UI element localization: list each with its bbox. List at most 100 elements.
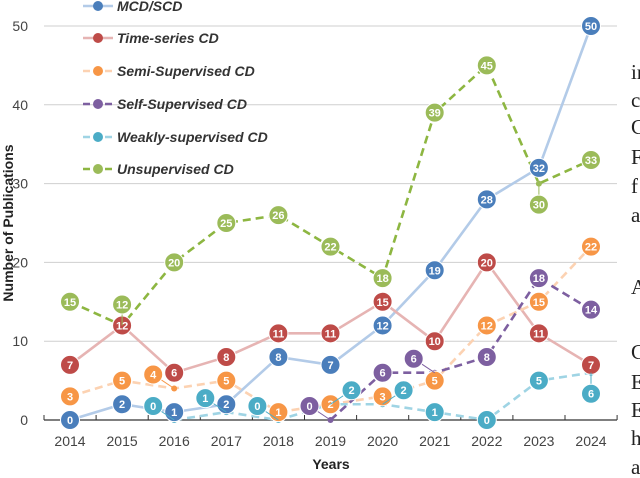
data-point: 20 <box>476 252 497 273</box>
data-point: 15 <box>60 291 80 312</box>
y-axis-title: Number of Publications <box>0 144 16 301</box>
legend-marker-4 <box>93 132 103 142</box>
data-marker <box>581 236 601 257</box>
data-marker <box>528 268 549 289</box>
data-marker <box>268 323 289 344</box>
data-label: 2 <box>348 385 354 397</box>
data-marker <box>581 299 601 320</box>
x-axis-title: Years <box>312 456 350 472</box>
data-marker <box>247 396 268 416</box>
data-point: 14 <box>581 299 601 320</box>
data-point: 8 <box>476 346 497 367</box>
data-marker <box>424 331 445 352</box>
data-marker <box>216 370 237 391</box>
data-point: 25 <box>216 213 237 233</box>
legend-label: Semi-Supervised CD <box>117 63 255 79</box>
data-label: 2 <box>119 399 125 411</box>
data-point: 6 <box>372 362 393 383</box>
data-marker <box>216 346 237 367</box>
data-marker <box>60 410 80 430</box>
side-text-fragment: A <box>631 275 640 299</box>
data-label: 12 <box>376 320 388 332</box>
data-label: 11 <box>273 328 285 340</box>
x-tick-label: 2016 <box>159 433 190 449</box>
data-marker <box>320 354 341 375</box>
side-text-fragment: C <box>631 115 640 139</box>
data-label: 0 <box>306 401 312 413</box>
x-tick-label: 2014 <box>54 433 85 449</box>
data-point: 28 <box>476 189 497 210</box>
data-marker <box>476 315 497 336</box>
data-point: 1 <box>164 402 185 423</box>
y-tick-label: 30 <box>12 176 28 192</box>
data-point: 3 <box>60 386 80 407</box>
data-marker <box>424 402 445 423</box>
data-point: 22 <box>320 236 341 257</box>
legend-marker-5 <box>93 164 103 174</box>
side-text-fragment: h <box>631 426 640 450</box>
y-tick-label: 50 <box>12 18 28 34</box>
data-label: 1 <box>432 407 438 419</box>
series-line-3 <box>329 276 592 421</box>
data-marker <box>143 364 164 385</box>
data-label: 8 <box>223 352 229 364</box>
data-marker <box>581 383 601 404</box>
data-marker <box>216 213 237 233</box>
data-point: 32 <box>528 157 549 178</box>
x-tick-label: 2019 <box>315 433 346 449</box>
data-point: 1 <box>195 388 227 413</box>
data-label: 0 <box>254 401 260 413</box>
data-label: 39 <box>429 108 441 120</box>
data-point: 8 <box>268 346 289 367</box>
data-label: 50 <box>585 21 597 33</box>
data-point: 33 <box>581 149 601 170</box>
data-point: 0 <box>299 396 331 421</box>
data-label: 11 <box>533 328 545 340</box>
legend-marker-2 <box>93 66 103 76</box>
data-label: 22 <box>585 242 597 254</box>
data-point: 0 <box>247 396 279 421</box>
data-label: 15 <box>64 297 76 309</box>
data-point: 39 <box>424 102 445 123</box>
data-point: 45 <box>476 55 497 76</box>
data-point: 6 <box>164 362 185 383</box>
data-label: 7 <box>67 360 73 372</box>
x-tick-label: 2024 <box>575 433 606 449</box>
data-label: 0 <box>67 415 73 427</box>
data-label: 20 <box>481 257 493 269</box>
data-label: 33 <box>585 155 597 167</box>
x-tick-label: 2021 <box>419 433 450 449</box>
data-point: 19 <box>424 260 445 281</box>
side-text-fragment: f <box>631 174 638 198</box>
data-marker <box>528 194 549 215</box>
legend-marker-0 <box>93 1 103 11</box>
data-marker <box>476 252 497 273</box>
data-marker <box>372 315 393 336</box>
data-point: 12 <box>372 315 393 336</box>
data-label: 32 <box>533 163 545 175</box>
data-label: 12 <box>116 299 128 311</box>
data-point: 2 <box>382 380 414 405</box>
data-label: 8 <box>275 352 281 364</box>
side-text-fragment: E <box>631 398 640 422</box>
data-label: 19 <box>429 265 441 277</box>
data-marker <box>112 394 133 415</box>
data-label: 30 <box>533 200 545 212</box>
data-marker <box>393 380 414 401</box>
data-point: 7 <box>581 354 601 375</box>
data-marker <box>476 189 497 210</box>
data-label: 10 <box>429 336 441 348</box>
data-label: 12 <box>116 320 128 332</box>
data-label: 5 <box>119 376 125 388</box>
data-point: 6 <box>581 372 601 404</box>
legend-marker-1 <box>93 33 103 43</box>
data-point: 4 <box>143 364 175 389</box>
x-tick-label: 2020 <box>367 433 398 449</box>
data-point: 15 <box>528 291 549 312</box>
data-point: 3 <box>372 386 393 407</box>
data-point: 12 <box>112 294 133 326</box>
data-label: 3 <box>67 391 73 403</box>
data-point: 12 <box>476 315 497 336</box>
